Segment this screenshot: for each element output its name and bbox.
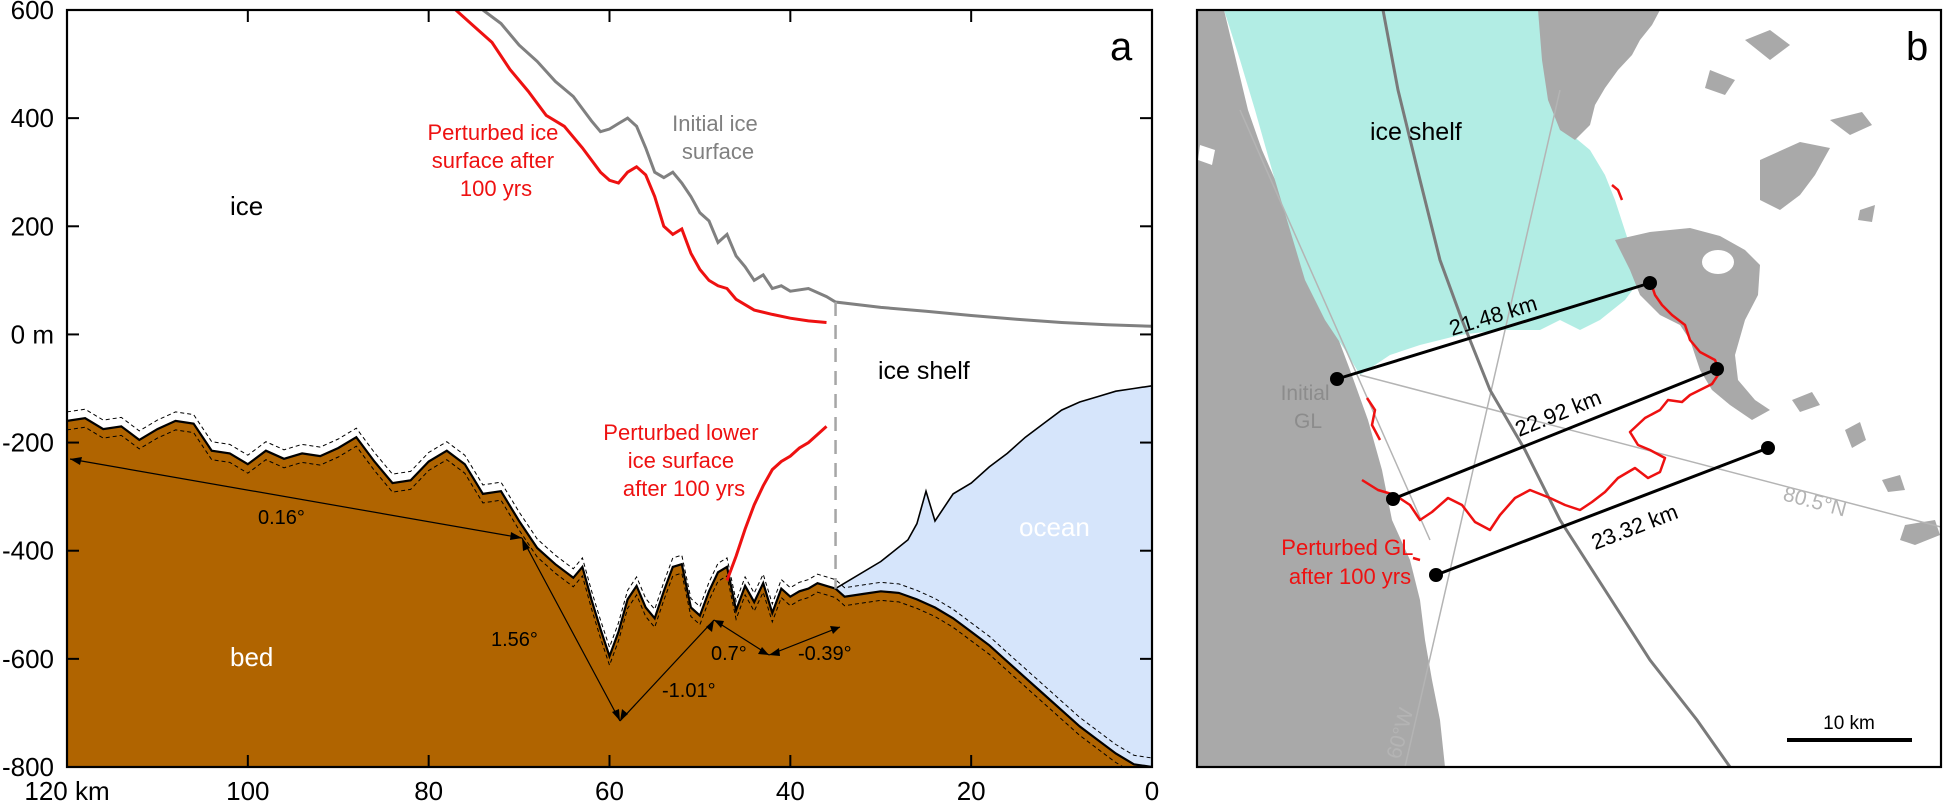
y-tick-label: -200: [2, 428, 54, 458]
y-tick-label: 600: [11, 0, 54, 25]
island-2: [1705, 70, 1735, 95]
distance-line-1: [1336, 281, 1651, 381]
west-land-inlet: [1198, 145, 1215, 165]
perturbed-surface-line: [454, 10, 827, 324]
distance-line-3: [1435, 446, 1769, 577]
angle-label-minus-0-39: -0.39°: [798, 643, 852, 665]
y-tick-label: 0 m: [11, 319, 54, 349]
label-initial-surface: Initial ice surface: [672, 111, 764, 164]
x-tick-label: 20: [957, 776, 986, 805]
bed-uncertainty-lower: [67, 426, 1125, 767]
y-tick-label: 200: [11, 211, 54, 241]
panel-letter-a: a: [1110, 25, 1133, 69]
x-tick-label: 80: [414, 776, 443, 805]
east-land-north: [1538, 10, 1660, 140]
island-4: [1760, 142, 1830, 210]
bed-uncertainty-upper: [67, 408, 1152, 759]
angle-label-0-7: 0.7°: [711, 643, 747, 665]
east-land-central: [1615, 228, 1770, 420]
slope-arrow-minus-0-39: [768, 626, 841, 656]
y-tick-label: -400: [2, 536, 54, 566]
ice-shelf-area: [1224, 10, 1640, 375]
ocean-area: [835, 385, 1152, 767]
label-ice-shelf: ice shelf: [878, 357, 970, 385]
scale-bar-label: 10 km: [1823, 713, 1875, 734]
graticule-lon-line-a: [1404, 89, 1561, 767]
axis-ticks: [66, 9, 1153, 768]
graticule-lon-line-b: [1239, 109, 1431, 541]
perturbed-lower-line: [725, 425, 828, 582]
slope-arrow-0-7: [713, 619, 770, 656]
perturbed-gl-patch-3: [1412, 556, 1421, 562]
slope-arrows: [69, 458, 841, 722]
flowline: [1381, 10, 1732, 767]
map-label-initial-gl: Initial GL: [1281, 382, 1336, 433]
angle-label-minus-1-01: -1.01°: [662, 680, 716, 702]
island-9: [1900, 520, 1940, 545]
island-1: [1745, 30, 1790, 60]
west-land: [1197, 10, 1445, 767]
perturbed-gl-patch-1: [1365, 397, 1382, 441]
shelf-base-line: [835, 385, 1152, 590]
x-tick-label: 0: [1145, 776, 1159, 805]
label-perturbed-surface: Perturbed ice surface after 100 yrs: [428, 120, 565, 201]
island-5: [1858, 205, 1875, 222]
panel-letter-b: b: [1906, 25, 1928, 69]
island-7: [1845, 422, 1866, 448]
slope-arrow-0-16: [69, 458, 523, 539]
distance-line-2: [1392, 367, 1718, 501]
east-land-lake: [1702, 250, 1734, 274]
panel-b: 21.48 km 22.92 km 23.32 km 80.5°N 60°W i…: [1195, 8, 1943, 769]
distance-endpoints: [1330, 276, 1775, 582]
perturbed-grounding-line: [1361, 279, 1722, 532]
perturbed-gl-patch-2: [1611, 184, 1624, 201]
x-tick-label: 100: [226, 776, 269, 805]
angle-label-0-16: 0.16°: [258, 507, 305, 529]
bed-outline: [67, 417, 1152, 767]
y-tick-label: -800: [2, 752, 54, 782]
label-ocean: ocean: [1019, 512, 1090, 542]
y-axis-tick-labels: 600 400 200 0 m -200 -400 -600 -800: [2, 0, 54, 782]
initial-surface-line: [482, 10, 1152, 328]
map-label-perturbed-gl: Perturbed GL after 100 yrs: [1281, 535, 1418, 589]
x-tick-label: 120 km: [24, 776, 109, 805]
label-perturbed-lower: Perturbed lower ice surface after 100 yr…: [603, 420, 764, 501]
label-ice: ice: [230, 191, 263, 221]
map-label-ice-shelf: ice shelf: [1370, 118, 1462, 146]
island-3: [1830, 112, 1872, 135]
y-tick-label: -600: [2, 644, 54, 674]
distance-lines: [1336, 281, 1769, 577]
label-bed: bed: [230, 642, 273, 672]
x-tick-label: 40: [776, 776, 805, 805]
island-8: [1882, 475, 1905, 492]
slope-arrow-minus-1-01: [619, 619, 715, 722]
x-tick-label: 60: [595, 776, 624, 805]
x-axis-tick-labels: 120 km 100 80 60 40 20 0: [24, 776, 1159, 805]
axes-frame-b: [1195, 8, 1943, 769]
arrow-heads: [70, 457, 840, 721]
y-tick-label: 400: [11, 103, 54, 133]
island-6: [1792, 392, 1820, 412]
slope-arrow-1-56: [521, 537, 621, 722]
angle-label-1-56: 1.56°: [491, 629, 538, 651]
